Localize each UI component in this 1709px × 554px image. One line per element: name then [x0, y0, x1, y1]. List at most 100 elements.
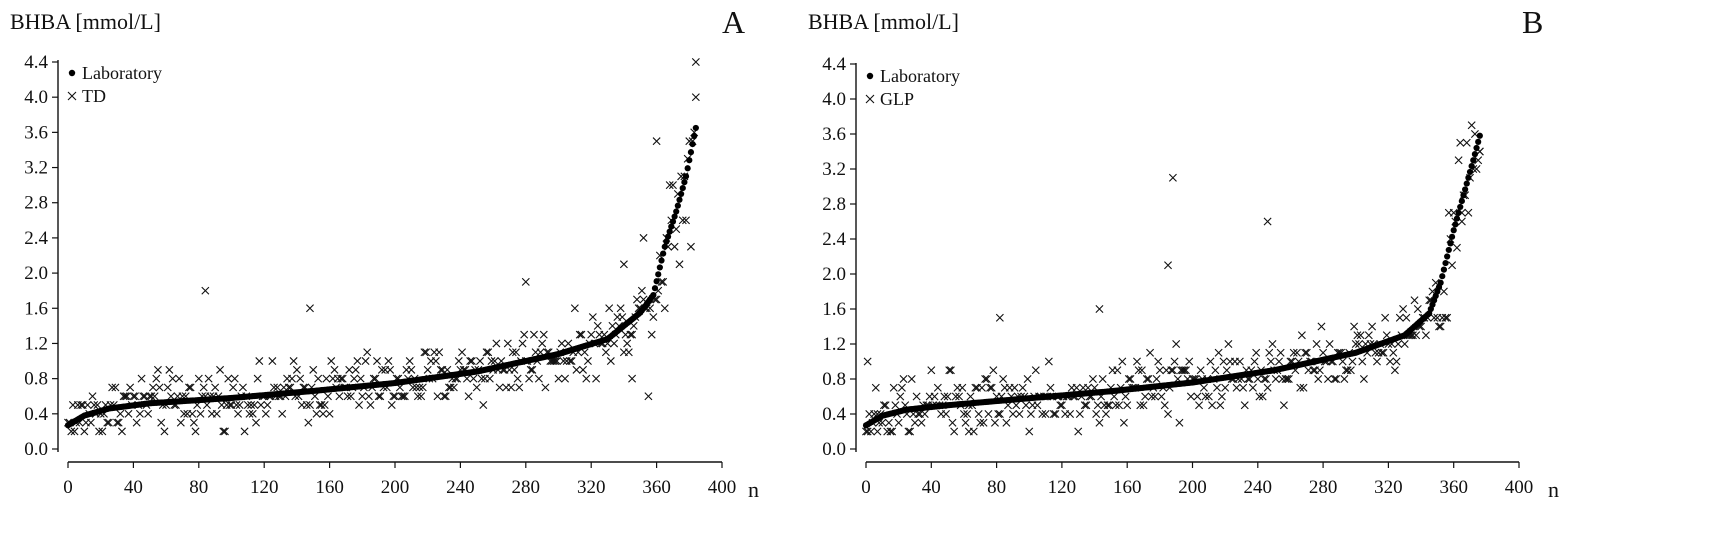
- y-tick-label: 0.0: [24, 439, 48, 460]
- comparison-outlier-point: [201, 286, 210, 295]
- laboratory-point: [1465, 174, 1472, 181]
- comparison-point: [322, 374, 331, 383]
- y-tick-label: 3.6: [24, 122, 48, 143]
- comparison-point: [982, 375, 991, 383]
- comparison-point: [884, 418, 893, 427]
- comparison-point: [467, 357, 476, 366]
- comparison-outlier-point: [995, 313, 1004, 322]
- comparison-point: [454, 357, 463, 366]
- comparison-point: [1332, 375, 1341, 383]
- comparison-point: [981, 375, 990, 383]
- comparison-point: [185, 383, 193, 392]
- comparison-point: [252, 418, 261, 427]
- laboratory-point: [1466, 168, 1474, 176]
- comparison-point: [1088, 375, 1097, 383]
- laboratory-point: [664, 233, 672, 240]
- comparison-point: [940, 392, 949, 401]
- laboratory-point: [687, 149, 695, 156]
- comparison-point: [920, 410, 929, 418]
- comparison-point: [98, 427, 107, 436]
- comparison-point: [682, 216, 691, 225]
- comparison-point: [601, 348, 610, 357]
- comparison-point: [567, 357, 576, 366]
- comparison-point: [163, 383, 172, 392]
- comparison-point: [350, 374, 359, 383]
- x-tick-label: 80: [189, 477, 208, 498]
- laboratory-point: [682, 173, 690, 180]
- legend-b-glp-marker: [865, 94, 875, 104]
- comparison-point: [637, 286, 646, 295]
- laboratory-point: [1473, 144, 1480, 152]
- comparison-point: [234, 409, 243, 418]
- comparison-point: [1074, 427, 1083, 436]
- comparison-point: [520, 330, 529, 339]
- comparison-point: [199, 383, 208, 392]
- laboratory-point: [1445, 246, 1452, 254]
- comparison-point: [525, 374, 534, 383]
- comparison-point: [152, 374, 161, 383]
- comparison-point: [1170, 357, 1179, 366]
- laboratory-point: [650, 291, 657, 299]
- x-tick-label: 360: [1439, 477, 1468, 498]
- comparison-point: [337, 374, 346, 383]
- comparison-point: [1464, 208, 1473, 217]
- comparison-point: [958, 383, 967, 392]
- comparison-point: [1386, 357, 1395, 366]
- comparison-point: [951, 392, 960, 401]
- laboratory-point: [656, 264, 663, 271]
- comparison-point: [369, 374, 378, 383]
- comparison-point: [670, 242, 679, 251]
- comparison-point: [431, 357, 440, 366]
- comparison-point: [373, 357, 382, 366]
- comparison-point: [1193, 392, 1202, 401]
- comparison-point: [647, 330, 656, 339]
- comparison-point: [366, 401, 375, 410]
- laboratory-point: [1463, 180, 1470, 187]
- laboratory-point: [651, 285, 659, 292]
- comparison-point: [247, 401, 256, 410]
- comparison-point: [1092, 410, 1101, 418]
- comparison-point: [1105, 401, 1114, 410]
- comparison-point: [479, 401, 488, 410]
- comparison-point: [1309, 366, 1318, 375]
- comparison-point: [907, 375, 916, 383]
- comparison-point: [400, 392, 409, 401]
- comparison-point: [412, 383, 421, 392]
- comparison-point: [995, 410, 1004, 418]
- comparison-point: [539, 330, 548, 339]
- comparison-point: [238, 383, 247, 392]
- x-tick-label: 400: [708, 477, 737, 498]
- comparison-point: [593, 321, 602, 330]
- comparison-point: [659, 277, 668, 286]
- x-tick-label: 0: [861, 477, 871, 498]
- comparison-point: [623, 339, 632, 348]
- comparison-outlier-point: [1168, 173, 1177, 182]
- laboratory-point: [669, 218, 677, 225]
- comparison-point: [1314, 375, 1323, 383]
- comparison-point: [554, 374, 563, 383]
- comparison-point: [1412, 331, 1421, 340]
- comparison-point: [987, 383, 996, 392]
- comparison-point: [1359, 375, 1368, 383]
- comparison-point: [327, 357, 336, 366]
- legend-a-laboratory-label: Laboratory: [82, 63, 162, 83]
- panel-b-xlabel: n: [1548, 477, 1559, 502]
- comparison-point: [552, 357, 561, 366]
- laboratory-point: [661, 243, 668, 250]
- comparison-point: [417, 392, 426, 401]
- comparison-outlier-point: [863, 357, 872, 366]
- comparison-point: [1235, 357, 1244, 366]
- comparison-point: [391, 392, 399, 401]
- comparison-point: [446, 383, 455, 392]
- comparison-point: [1026, 410, 1035, 418]
- comparison-point: [1279, 401, 1288, 410]
- comparison-point: [529, 330, 538, 339]
- comparison-point: [1275, 357, 1284, 366]
- comparison-point: [518, 339, 527, 348]
- comparison-point: [243, 401, 252, 410]
- comparison-point: [1284, 375, 1293, 383]
- comparison-point: [1261, 375, 1270, 383]
- comparison-point: [86, 418, 95, 427]
- laboratory-point: [1475, 138, 1482, 145]
- comparison-point: [971, 383, 980, 392]
